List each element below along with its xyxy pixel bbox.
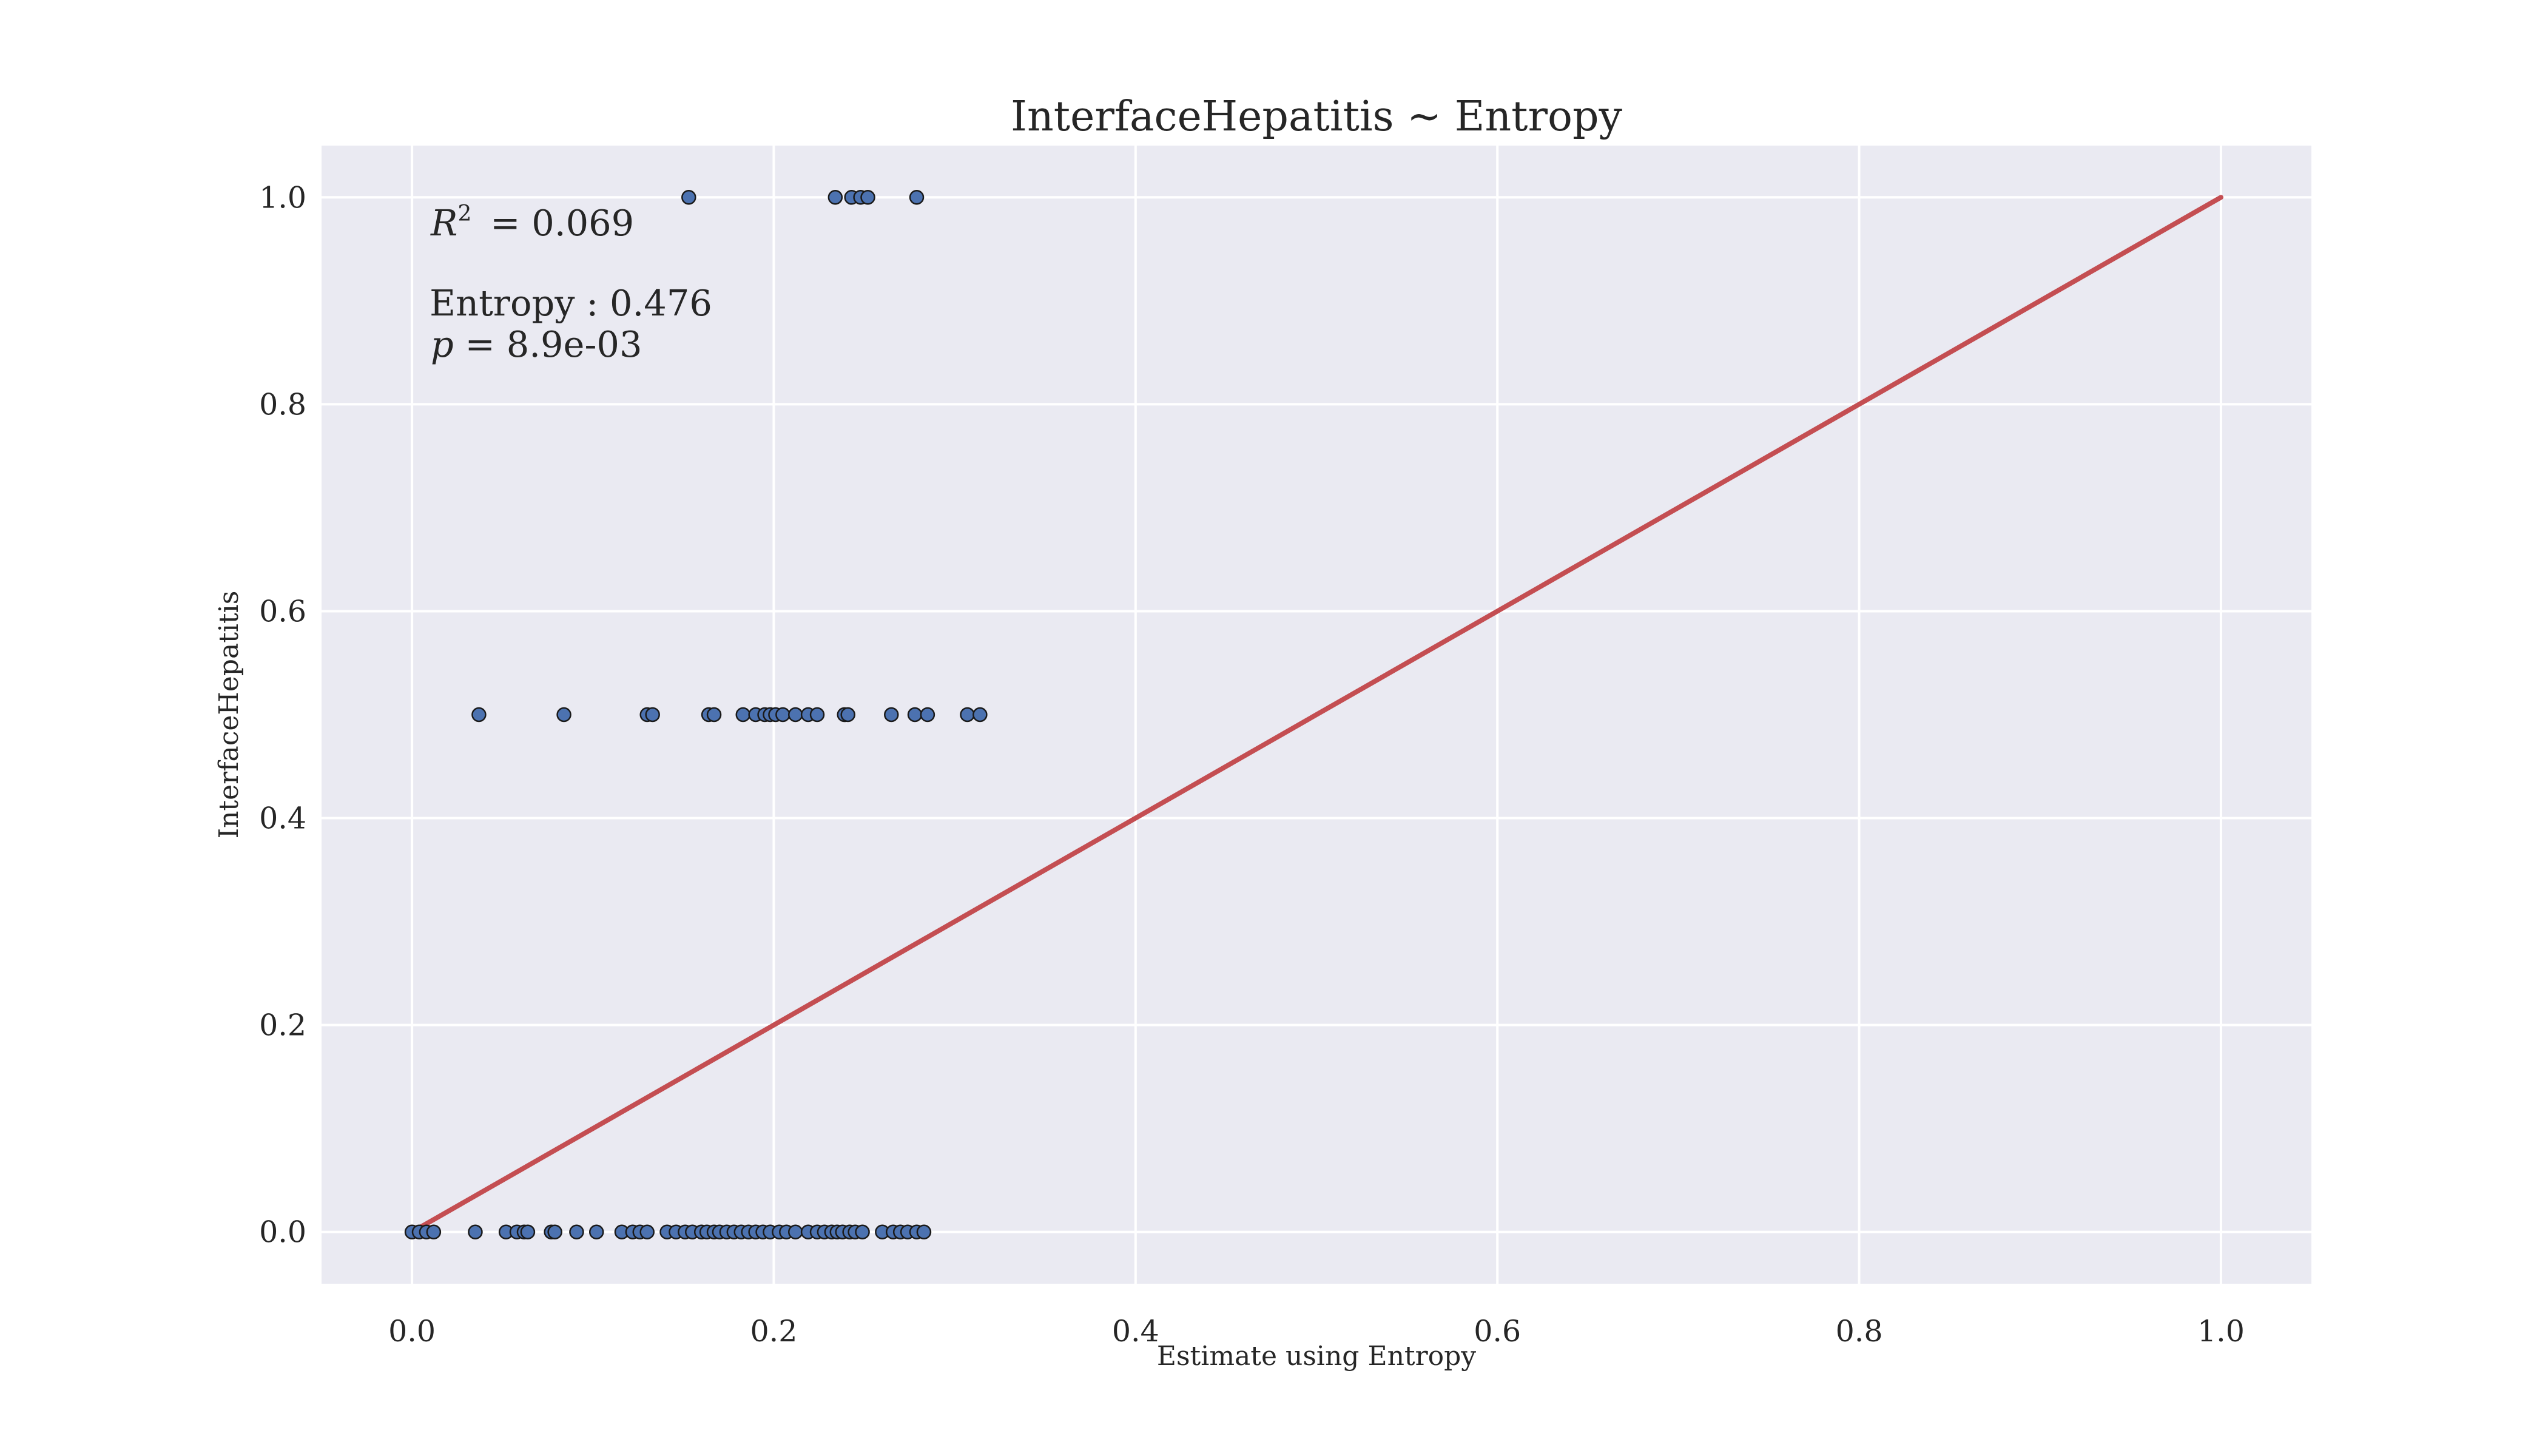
x-tick-label: 0.0 — [388, 1314, 436, 1349]
data-point — [884, 707, 899, 723]
data-point — [907, 707, 923, 723]
data-point — [588, 1224, 604, 1239]
x-tick-label: 0.2 — [750, 1314, 797, 1349]
data-point — [840, 707, 855, 723]
data-point — [972, 707, 988, 723]
data-point — [775, 707, 790, 723]
coefficient-annotation: Entropy : 0.476 — [430, 282, 712, 324]
y-tick-label: 1.0 — [259, 180, 306, 215]
y-tick-label: 0.4 — [259, 801, 306, 836]
y-axis-label: InterfaceHepatitis — [214, 591, 244, 839]
data-point — [520, 1224, 536, 1239]
x-tick-label: 0.6 — [1474, 1314, 1521, 1349]
data-point — [916, 1224, 932, 1239]
reference-line — [410, 195, 2223, 1235]
data-point — [681, 190, 696, 205]
x-tick-label: 0.4 — [1112, 1314, 1159, 1349]
x-axis-label: Estimate using Entropy — [1157, 1341, 1476, 1372]
p-value-annotation: p = 8.9e-03 — [431, 323, 642, 365]
data-point — [920, 707, 935, 723]
data-point — [855, 1224, 870, 1239]
y-tick-label: 0.6 — [259, 594, 306, 629]
r-squared-annotation: R2 = 0.069 — [430, 201, 634, 244]
data-point — [426, 1224, 442, 1239]
data-point — [639, 1224, 655, 1239]
data-point — [547, 1224, 562, 1239]
data-points — [404, 190, 988, 1239]
y-tick-labels: 0.0 0.2 0.4 0.6 0.8 1.0 — [259, 180, 306, 1249]
y-tick-label: 0.2 — [259, 1008, 306, 1043]
data-point — [809, 707, 825, 723]
data-point — [645, 707, 660, 723]
chart-title: InterfaceHepatitis ~ Entropy — [1011, 93, 1622, 141]
data-point — [735, 707, 751, 723]
reference-line-group — [410, 195, 2223, 1235]
data-point — [960, 707, 975, 723]
x-tick-labels: 0.0 0.2 0.4 0.6 0.8 1.0 — [388, 1314, 2245, 1349]
data-point — [569, 1224, 584, 1239]
x-tick-label: 1.0 — [2197, 1314, 2245, 1349]
y-tick-label: 0.0 — [259, 1215, 306, 1250]
data-point — [468, 1224, 483, 1239]
y-tick-label: 0.8 — [259, 387, 306, 422]
data-point — [471, 707, 487, 723]
data-point — [909, 190, 925, 205]
data-point — [787, 707, 803, 723]
data-point — [556, 707, 571, 723]
data-point — [827, 190, 843, 205]
data-point — [787, 1224, 803, 1239]
data-point — [860, 190, 875, 205]
gridlines — [322, 146, 2311, 1284]
data-point — [706, 707, 722, 723]
x-tick-label: 0.8 — [1836, 1314, 1883, 1349]
